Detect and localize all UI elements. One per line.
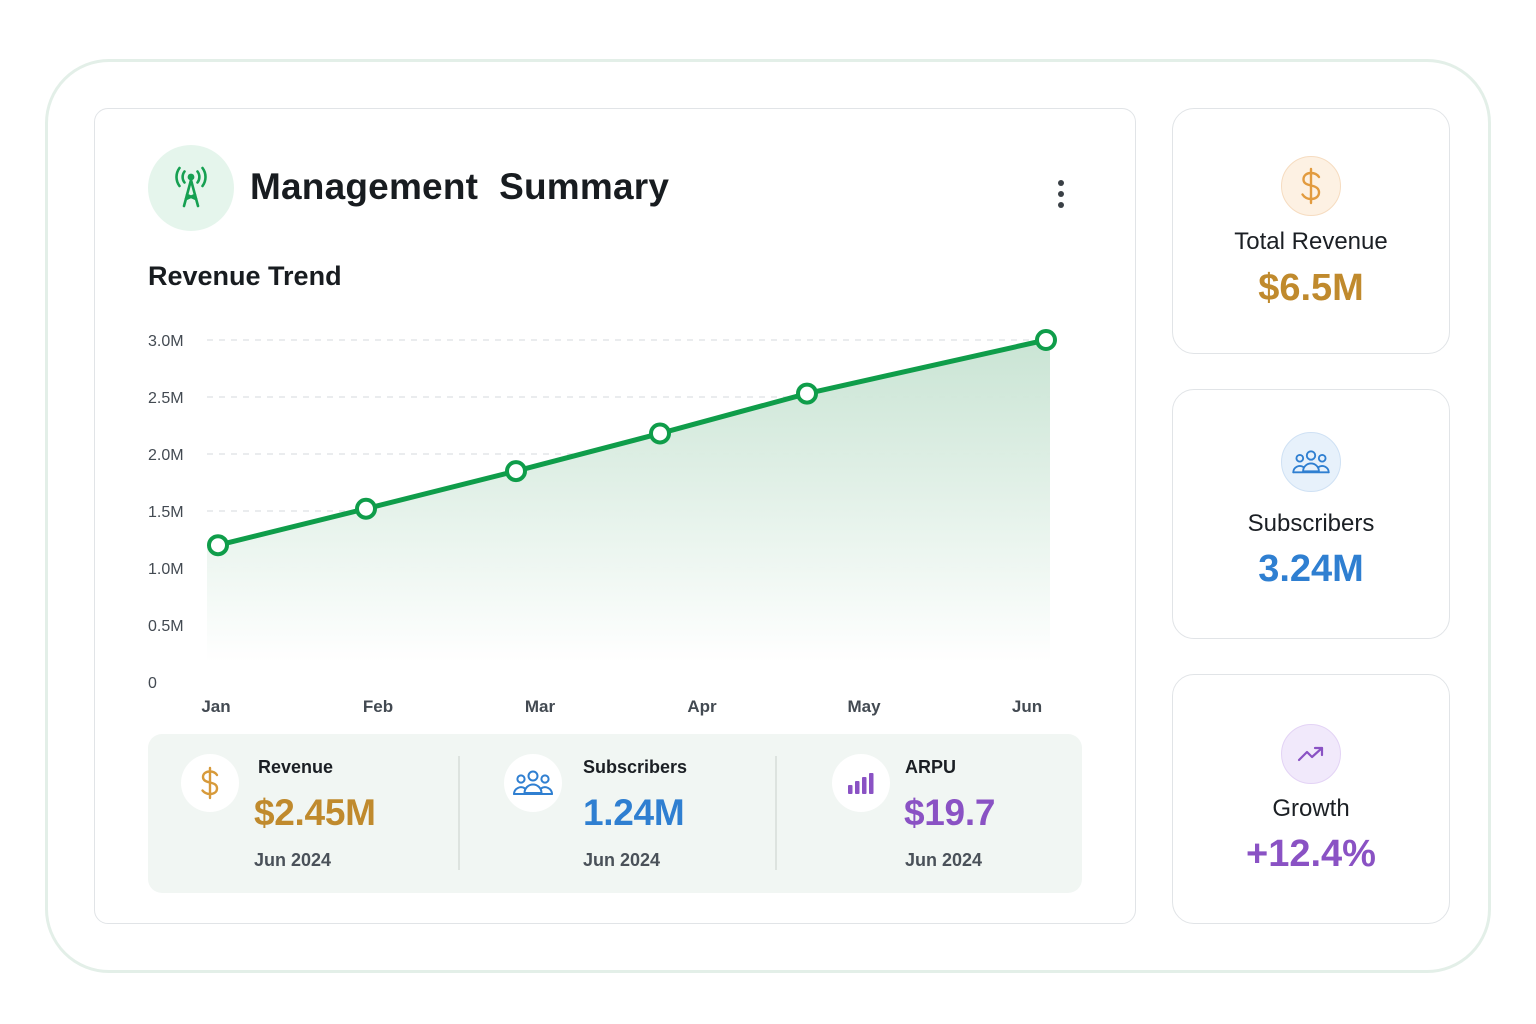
trending-up-icon	[1281, 724, 1341, 784]
kpi-label: Growth	[1272, 795, 1350, 822]
page-title: Management Summary	[250, 166, 670, 207]
dollar-icon	[1281, 156, 1341, 216]
stat-arpu: ARPU $19.7 Jun 2024	[776, 734, 1082, 893]
kpi-card-total-revenue: Total Revenue $6.5M	[1172, 108, 1450, 354]
antenna-tower-icon	[148, 145, 234, 231]
kpi-card-subscribers: Subscribers 3.24M	[1172, 389, 1450, 639]
kpi-value: +12.4%	[1246, 833, 1376, 875]
users-icon	[504, 754, 562, 812]
kpi-label: Total Revenue	[1234, 228, 1388, 255]
users-icon	[1281, 432, 1341, 492]
stat-label: Subscribers	[583, 757, 688, 777]
stat-value: $2.45M	[254, 792, 376, 833]
stat-subscribers: Subscribers 1.24M Jun 2024	[460, 734, 776, 893]
kpi-label: Subscribers	[1247, 510, 1375, 537]
kpi-card-growth: Growth +12.4%	[1172, 674, 1450, 924]
kpi-value: 3.24M	[1258, 548, 1364, 590]
divider	[775, 756, 777, 870]
dollar-icon	[181, 754, 239, 812]
stat-value: 1.24M	[583, 792, 685, 833]
kpi-value: $6.5M	[1258, 267, 1364, 309]
stats-panel: Revenue $2.45M Jun 2024 Subscribers 1.24…	[148, 734, 1082, 893]
divider	[458, 756, 460, 870]
stat-revenue: Revenue $2.45M Jun 2024	[148, 734, 460, 893]
stat-date: Jun 2024	[905, 850, 983, 870]
kebab-menu-icon[interactable]	[1046, 172, 1076, 216]
stat-date: Jun 2024	[583, 850, 661, 870]
stat-label: ARPU	[905, 757, 957, 777]
bar-chart-icon	[832, 754, 890, 812]
stat-label: Revenue	[258, 757, 334, 777]
chart-title: Revenue Trend	[148, 261, 342, 291]
stat-value: $19.7	[904, 792, 996, 833]
stat-date: Jun 2024	[254, 850, 332, 870]
